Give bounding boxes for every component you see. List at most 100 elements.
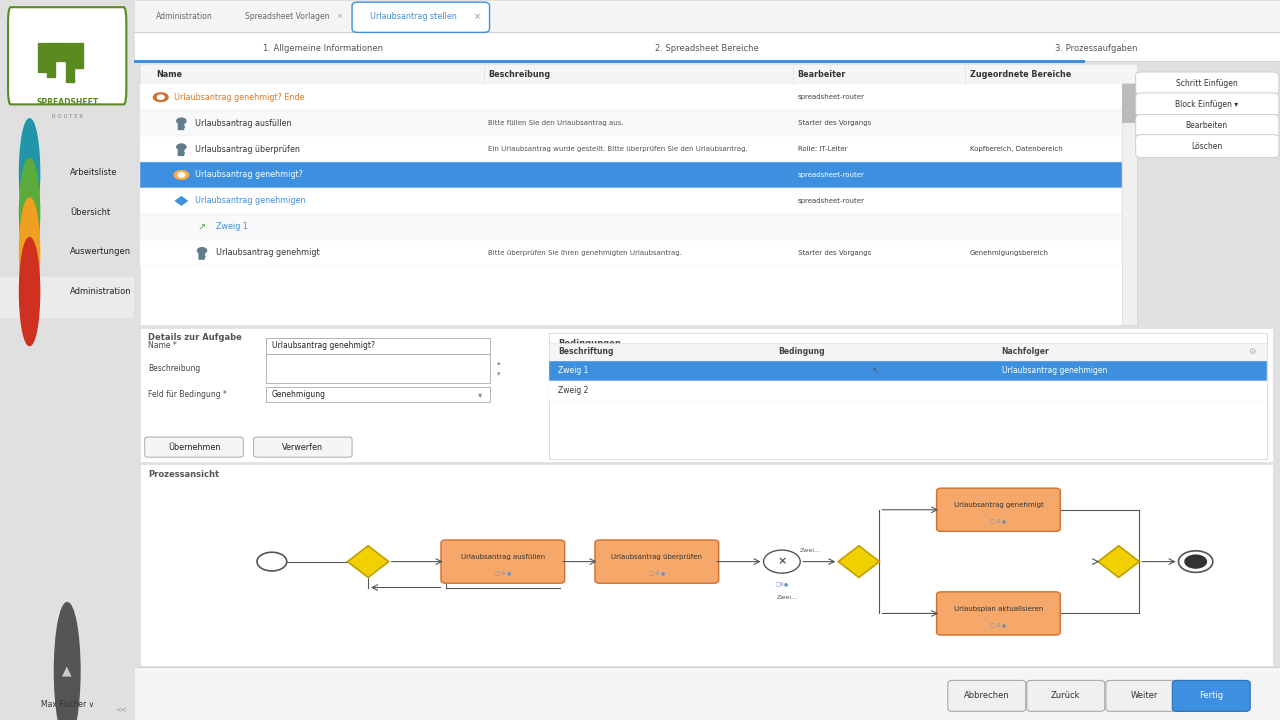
FancyBboxPatch shape (937, 488, 1060, 531)
Text: Bedingungen: Bedingungen (558, 339, 621, 348)
Polygon shape (174, 196, 188, 206)
Text: spreadsheet-router: spreadsheet-router (797, 94, 864, 100)
Text: Bitte füllen Sie den Urlaubsantrag aus.: Bitte füllen Sie den Urlaubsantrag aus. (489, 120, 625, 126)
FancyBboxPatch shape (937, 592, 1060, 635)
Circle shape (178, 173, 184, 177)
Bar (549, 361, 1267, 381)
Text: Name *: Name * (148, 341, 177, 350)
Text: Auswertungen: Auswertungen (70, 248, 131, 256)
Text: Beschreibung: Beschreibung (148, 364, 201, 373)
Text: □ ⚙ ●: □ ⚙ ● (991, 624, 1006, 628)
Text: Rolle: IT-Leiter: Rolle: IT-Leiter (797, 146, 847, 152)
Text: Genehmigungsbereich: Genehmigungsbereich (969, 250, 1048, 256)
Text: Zweig 1: Zweig 1 (558, 366, 589, 375)
Text: Prozessansicht: Prozessansicht (148, 470, 219, 480)
Circle shape (55, 603, 79, 720)
Text: Urlaubsantrag genehmigt: Urlaubsantrag genehmigt (954, 503, 1043, 508)
Circle shape (19, 238, 40, 346)
Bar (56, 43, 64, 61)
Text: spreadsheet-router: spreadsheet-router (797, 172, 864, 178)
Text: Übersicht: Übersicht (70, 208, 110, 217)
Text: Abbrechen: Abbrechen (964, 691, 1010, 700)
Bar (140, 188, 1121, 214)
Text: ▾: ▾ (497, 372, 500, 377)
Bar (266, 354, 489, 383)
FancyBboxPatch shape (442, 540, 564, 583)
Text: Urlaubsantrag überprüfen: Urlaubsantrag überprüfen (195, 145, 300, 153)
FancyBboxPatch shape (8, 7, 127, 104)
Circle shape (177, 144, 186, 150)
Circle shape (19, 198, 40, 306)
Text: ↖: ↖ (872, 366, 879, 375)
Text: Spreadsheet Vorlagen: Spreadsheet Vorlagen (246, 12, 330, 21)
Text: Beschriftung: Beschriftung (558, 347, 614, 356)
Text: 1. Allgemeine Informationen: 1. Allgemeine Informationen (264, 44, 384, 53)
Text: Block Einfügen ▾: Block Einfügen ▾ (1175, 100, 1238, 109)
Text: □ ⚙ ●: □ ⚙ ● (649, 572, 664, 576)
Circle shape (177, 118, 186, 124)
Bar (140, 64, 1137, 84)
Circle shape (1179, 551, 1213, 572)
Text: Details zur Aufgabe: Details zur Aufgabe (148, 333, 242, 342)
Text: Urlaubsantrag genehmigt?: Urlaubsantrag genehmigt? (195, 171, 303, 179)
Circle shape (19, 158, 40, 266)
Text: spreadsheet-router: spreadsheet-router (797, 198, 864, 204)
Polygon shape (838, 546, 879, 577)
Bar (140, 162, 1121, 188)
FancyBboxPatch shape (1172, 680, 1251, 711)
Text: □ ⚙ ●: □ ⚙ ● (494, 572, 511, 576)
Bar (76, 43, 83, 68)
FancyBboxPatch shape (352, 2, 489, 32)
FancyArrowPatch shape (178, 124, 184, 130)
Text: Administration: Administration (156, 12, 212, 21)
Text: Löschen: Löschen (1192, 142, 1222, 150)
Bar (0, 277, 134, 317)
Text: ▴: ▴ (497, 360, 500, 366)
Bar (140, 328, 1274, 462)
Bar (37, 43, 46, 72)
Text: Zweig 1: Zweig 1 (216, 222, 247, 231)
Text: Weiter: Weiter (1132, 691, 1158, 700)
FancyArrowPatch shape (178, 150, 184, 156)
Text: Bitte überprüfen Sie Ihren genehmigten Urlaubsantrag.: Bitte überprüfen Sie Ihren genehmigten U… (489, 250, 682, 256)
Text: Urlaubsantrag genehmigt?: Urlaubsantrag genehmigt? (271, 341, 375, 350)
Text: Beschreibung: Beschreibung (489, 70, 550, 78)
Text: ×: × (337, 14, 342, 19)
FancyBboxPatch shape (145, 437, 243, 457)
Text: Übernehmen: Übernehmen (168, 443, 220, 451)
Text: Zwei...: Zwei... (777, 595, 799, 600)
Bar (549, 333, 1267, 459)
Text: Starter des Vorgangs: Starter des Vorgangs (797, 250, 870, 256)
Text: Zurück: Zurück (1051, 691, 1080, 700)
Circle shape (19, 119, 40, 227)
Text: Starter des Vorgangs: Starter des Vorgangs (797, 120, 870, 126)
Bar (140, 464, 1274, 666)
Text: Urlaubsantrag ausfüllen: Urlaubsantrag ausfüllen (195, 119, 292, 127)
Circle shape (157, 95, 164, 99)
FancyArrowPatch shape (198, 253, 205, 259)
Bar (134, 0, 1280, 32)
Text: Zweig 2: Zweig 2 (558, 387, 589, 395)
Text: Name: Name (156, 70, 182, 78)
Text: ⚙: ⚙ (1248, 347, 1256, 356)
Bar (140, 63, 1137, 325)
Text: Bearbeiter: Bearbeiter (797, 70, 846, 78)
Text: Arbeitsliste: Arbeitsliste (70, 168, 118, 177)
Text: <<: << (115, 707, 127, 713)
Text: Schritt Einfügen: Schritt Einfügen (1176, 79, 1238, 88)
Bar (1121, 84, 1137, 122)
Text: Urlaubsantrag genehmigen: Urlaubsantrag genehmigen (1002, 366, 1107, 375)
Bar (140, 110, 1121, 136)
Polygon shape (347, 546, 389, 577)
FancyBboxPatch shape (595, 540, 718, 583)
Circle shape (257, 552, 287, 571)
Text: ↗: ↗ (198, 222, 206, 232)
Text: Kopfbereich, Datenbereich: Kopfbereich, Datenbereich (969, 146, 1062, 152)
Bar (140, 84, 1121, 110)
FancyBboxPatch shape (1027, 680, 1105, 711)
Text: Bearbeiten: Bearbeiten (1185, 122, 1228, 130)
Bar (140, 214, 1121, 240)
FancyBboxPatch shape (1135, 135, 1279, 158)
Text: Ein Urlaubsantrag wurde gestellt. Bitte überprüfen Sie den Urlaubsantrag.: Ein Urlaubsantrag wurde gestellt. Bitte … (489, 146, 748, 152)
Text: ×: × (777, 557, 787, 567)
